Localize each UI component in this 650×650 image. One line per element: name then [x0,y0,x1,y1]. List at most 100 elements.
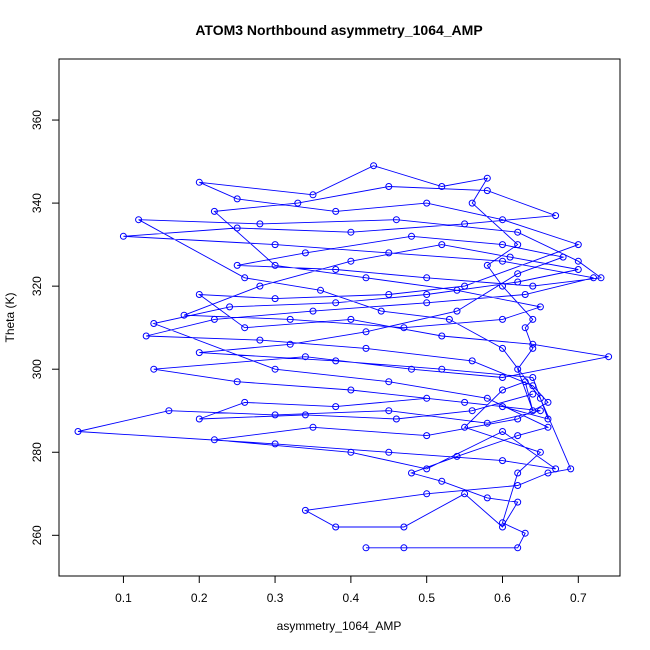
data-point [514,228,522,236]
data-point [453,307,461,315]
y-tick-label: 320 [30,276,44,296]
data-point [210,436,218,444]
data-point [309,423,317,431]
x-tick-label: 0.5 [418,591,435,605]
data-point [499,282,506,290]
data-point [529,374,537,381]
data-point [385,448,393,456]
data-point [529,390,537,398]
y-tick-label: 280 [30,442,44,462]
data-point [544,415,552,423]
data-point [483,261,491,269]
data-point [453,286,461,294]
data-point [597,274,605,282]
data-point [332,266,340,273]
data-point [271,241,279,249]
data-point [499,386,506,394]
data-point [408,232,415,240]
data-point [529,407,537,415]
data-point [574,257,582,265]
data-point [423,465,431,473]
x-tick-label: 0.4 [343,591,360,605]
data-point [150,365,158,373]
data-point [332,207,340,215]
data-point [514,432,522,440]
data-point [180,311,188,319]
data-point [499,403,506,411]
data-point [392,415,400,423]
data-point [408,469,415,477]
data-point [233,261,241,269]
data-point [521,291,529,298]
data-point [241,274,249,282]
data-point [119,232,127,240]
x-tick-label: 0.1 [115,591,132,605]
data-point [195,178,203,186]
data-point [499,257,506,265]
data-point [438,365,446,373]
data-point [499,523,506,531]
data-point [438,332,446,340]
x-tick-label: 0.3 [267,591,284,605]
series-layer [74,162,613,552]
x-tick-label: 0.6 [494,591,511,605]
data-point [499,428,506,435]
data-point [529,282,537,290]
y-tick-label: 300 [30,359,44,379]
data-point [514,270,522,278]
data-point [392,216,400,224]
data-point [301,506,309,514]
data-point [362,328,370,336]
data-point [142,332,150,340]
data-point [301,353,309,361]
x-axis: 0.1 0.2 0.3 0.4 0.5 0.6 0.7 [115,575,587,605]
plot-area [58,58,621,577]
data-point [370,162,378,170]
data-point [461,220,469,228]
data-point [499,519,506,527]
data-point [514,469,522,477]
data-point [400,523,408,531]
data-point [332,357,340,365]
data-point [241,324,249,332]
data-point [536,448,544,456]
data-point [536,394,544,402]
chart-title: ATOM3 Northbound asymmetry_1064_AMP [195,22,482,38]
data-point [165,407,173,415]
data-point [499,457,506,465]
data-point [195,291,203,298]
data-point [286,340,294,348]
data-point [514,482,522,489]
data-point [271,440,279,448]
data-point [256,336,264,344]
data-point [499,216,506,224]
data-point [514,415,522,423]
data-point [210,207,218,215]
data-point [362,274,370,282]
data-point [271,295,279,303]
data-point [385,291,393,298]
data-point [294,199,302,207]
data-point [552,465,560,473]
data-point [233,195,241,203]
data-point [499,344,506,352]
data-point [400,324,408,332]
data-point [521,529,529,537]
data-point [438,477,446,485]
data-point [195,415,203,423]
data-point [332,299,340,307]
data-point [514,498,522,506]
data-point [544,423,552,431]
data-point [309,191,317,199]
plot-frame [58,58,621,577]
data-point [468,407,476,415]
data-point [483,419,491,427]
data-point [210,315,218,323]
data-point [271,261,279,269]
data-point [499,241,506,249]
data-point [256,220,264,228]
data-point [552,212,560,220]
data-point [483,494,491,502]
data-point [241,398,249,406]
data-point [347,257,355,265]
